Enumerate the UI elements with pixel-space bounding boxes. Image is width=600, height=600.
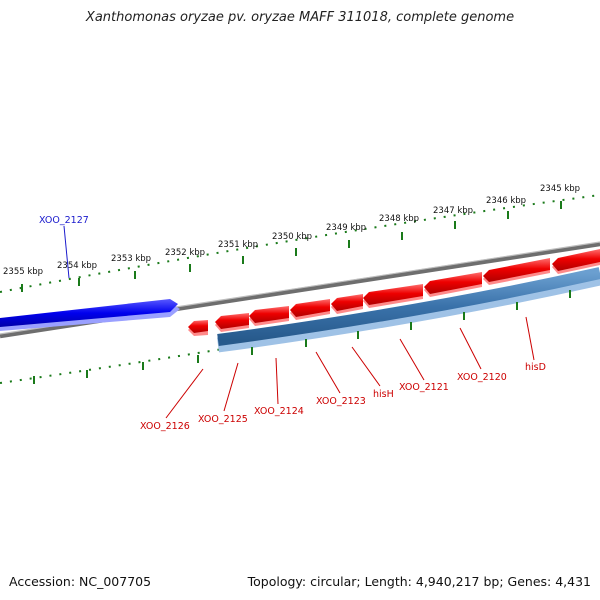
kbp-label: 2349 kbp <box>326 223 366 233</box>
gene-label-XOO_2124[interactable]: XOO_2124 <box>254 406 304 417</box>
gene-label-XOO_2127[interactable]: XOO_2127 <box>39 215 89 226</box>
gene-arrow-XOO_2123[interactable] <box>290 299 330 320</box>
gene-label-XOO_2121[interactable]: XOO_2121 <box>399 382 449 393</box>
gene-arrow-hisD[interactable] <box>483 258 550 285</box>
gene-label-hisH[interactable]: hisH <box>373 389 394 400</box>
leader-line <box>165 368 204 419</box>
leader-line <box>275 357 279 405</box>
inner-major-ticks <box>33 290 571 384</box>
leader-line <box>399 338 425 381</box>
kbp-label: 2350 kbp <box>272 232 312 242</box>
kbp-label: 2355 kbp <box>3 267 43 277</box>
reverse-gene-arrows <box>188 249 600 336</box>
kbp-label: 2348 kbp <box>379 214 419 224</box>
gene-arrow-XOO_2126[interactable] <box>188 320 208 336</box>
gene-label-hisD[interactable]: hisD <box>525 362 546 373</box>
forward-gene-label-group: XOO_2127 <box>39 215 89 279</box>
cds-track <box>217 267 600 346</box>
kbp-label: 2346 kbp <box>486 196 526 206</box>
gene-arrow-XOO_2125[interactable] <box>215 313 249 332</box>
kbp-label: 2345 kbp <box>540 184 580 194</box>
kbp-label: 2354 kbp <box>57 261 97 271</box>
leader-line <box>525 316 535 361</box>
leader-line <box>315 351 341 394</box>
gene-arrow-XOO_2120[interactable] <box>424 272 482 297</box>
gene-label-XOO_2125[interactable]: XOO_2125 <box>198 414 248 425</box>
gene-label-XOO_2126[interactable]: XOO_2126 <box>140 421 190 432</box>
reverse-gene-label-group <box>165 316 535 419</box>
gene-arrow-XOO_2121[interactable] <box>363 284 423 308</box>
kbp-label: 2351 kbp <box>218 240 258 250</box>
gene-label-XOO_2120[interactable]: XOO_2120 <box>457 372 507 383</box>
leader-line <box>223 362 239 412</box>
kbp-labels: 2345 kbp 2346 kbp 2347 kbp 2348 kbp 2349… <box>3 184 580 277</box>
gene-arrow-XOO_2124[interactable] <box>249 306 289 326</box>
leader-line <box>63 225 70 279</box>
leader-line <box>351 346 381 387</box>
kbp-label: 2347 kbp <box>433 206 473 216</box>
gene-arrow-XOO_2127[interactable] <box>0 299 180 331</box>
leader-line <box>459 327 482 370</box>
gene-arrow-next[interactable] <box>552 249 600 274</box>
outer-major-ticks <box>21 201 562 292</box>
gene-arrow-hisH[interactable] <box>331 294 363 314</box>
accession-text: Accession: NC_007705 <box>9 574 152 589</box>
reverse-gene-labels: XOO_2126 XOO_2125 XOO_2124 XOO_2123 hisH… <box>140 362 546 432</box>
kbp-label: 2352 kbp <box>165 248 205 258</box>
kbp-label: 2353 kbp <box>111 254 151 264</box>
map-title: Xanthomonas oryzae pv. oryzae MAFF 31101… <box>85 10 515 25</box>
gene-label-XOO_2123[interactable]: XOO_2123 <box>316 396 366 407</box>
genome-summary-text: Topology: circular; Length: 4,940,217 bp… <box>247 574 591 589</box>
